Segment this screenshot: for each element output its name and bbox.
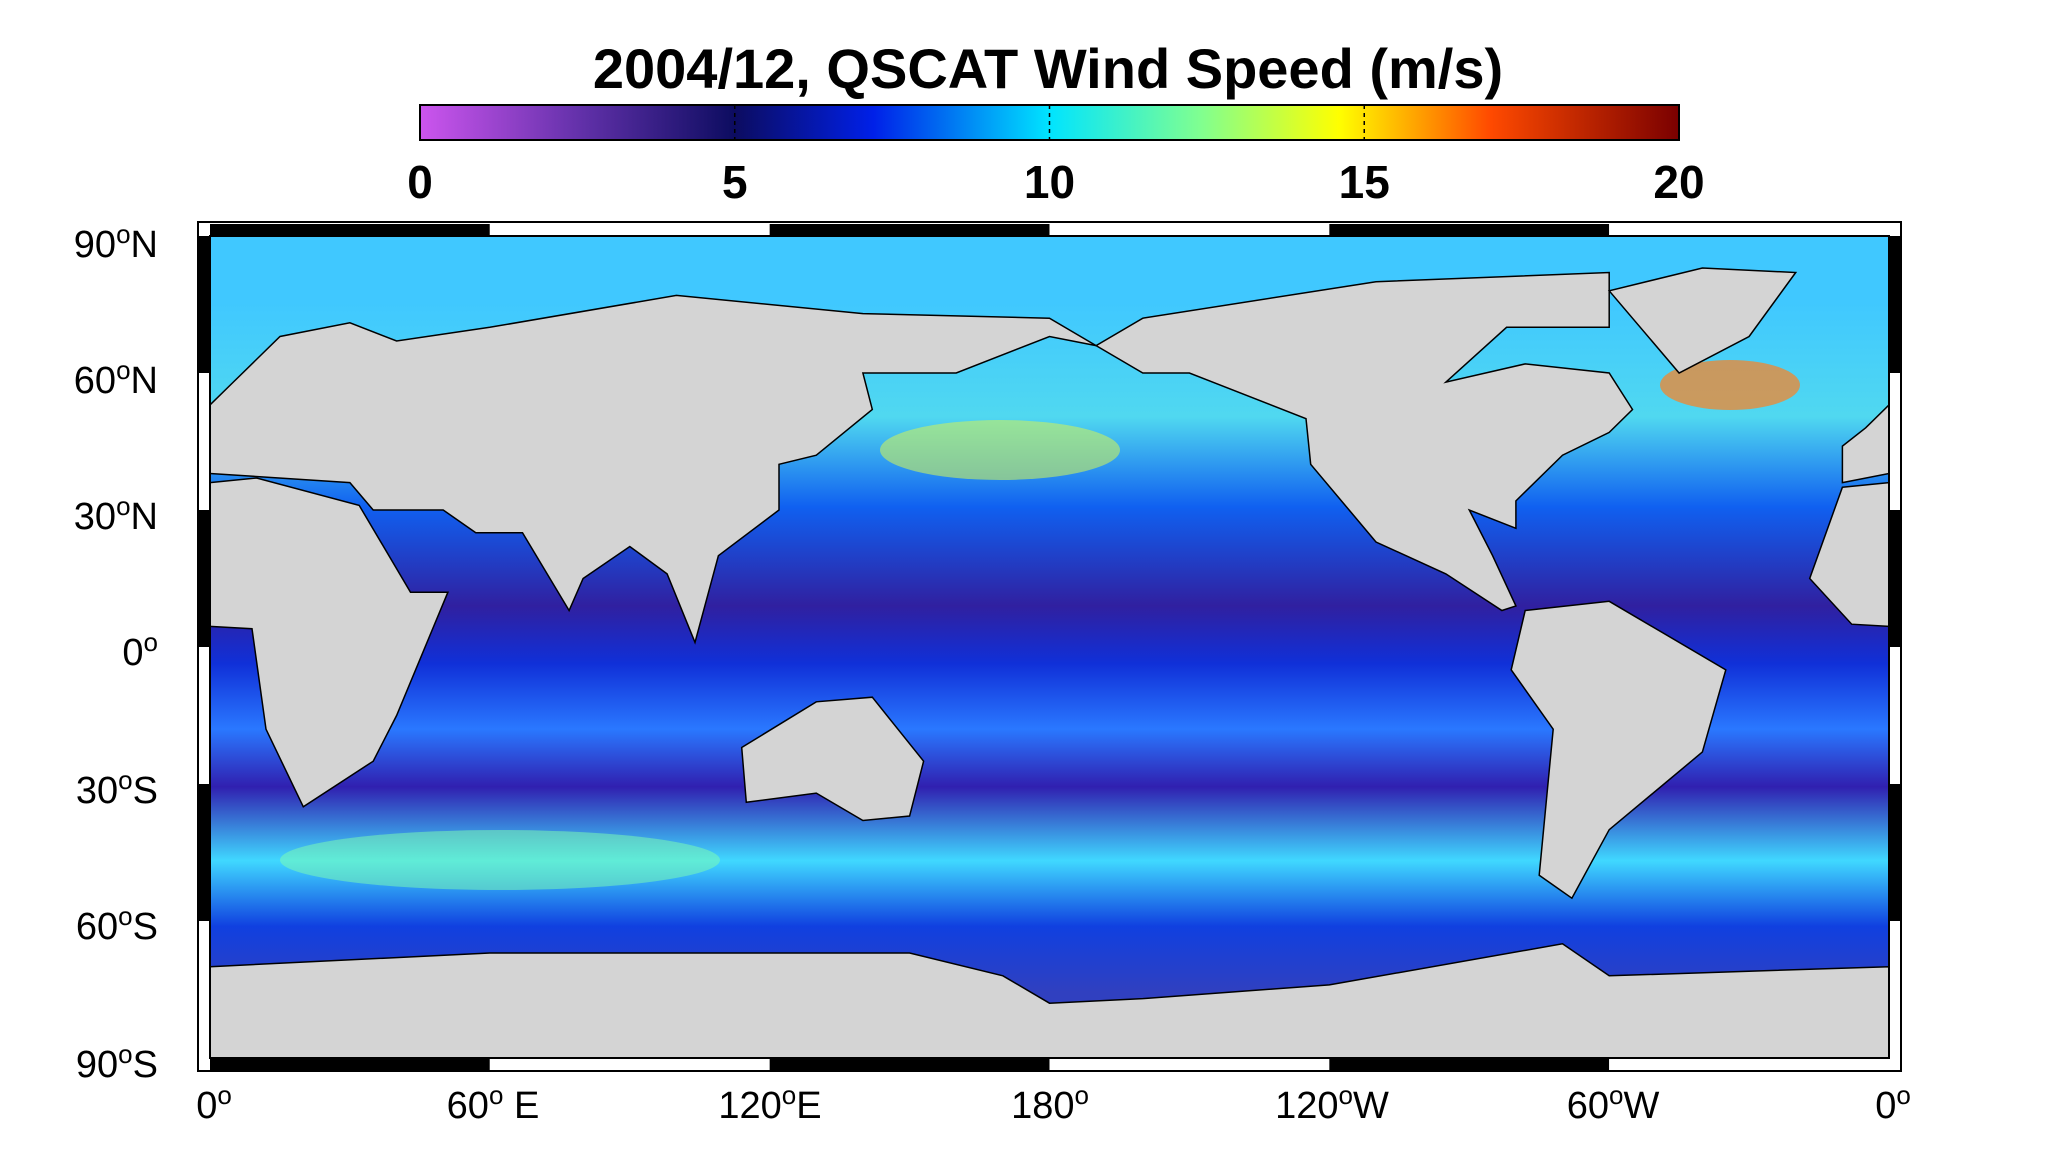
lat-label-number: 30 (76, 770, 118, 812)
lat-label-sup: o (118, 765, 132, 795)
land (1607, 267, 1798, 374)
frame-bar (769, 224, 1050, 235)
land (210, 294, 1097, 645)
lat-label-suffix: N (131, 360, 158, 402)
frame-bar (489, 1059, 770, 1070)
frame-bar (1049, 1059, 1330, 1070)
lat-label: 60oS (76, 901, 158, 948)
lat-label-number: 90 (76, 1044, 118, 1086)
high-wind-area (280, 830, 720, 890)
frame-bar (1329, 224, 1610, 235)
colorbar-tick-label: 10 (1024, 156, 1075, 208)
lat-label-suffix: S (133, 770, 158, 812)
colorbar-tick-label: 0 (407, 156, 433, 208)
land (740, 696, 925, 822)
colorbar-tick-label: 15 (1339, 156, 1390, 208)
lat-label-number: 60 (76, 906, 118, 948)
frame-bar (199, 236, 209, 373)
lat-label: 60oN (74, 355, 158, 402)
colorbar-tick-label: 20 (1653, 156, 1704, 208)
frame-bar (210, 224, 490, 235)
lat-label-sup: o (116, 355, 130, 385)
frame-bar (199, 510, 209, 647)
frame-bar (1890, 510, 1900, 647)
lat-label: 90oN (74, 219, 158, 266)
frame-bar (210, 1059, 490, 1070)
lat-label-number: 60 (74, 360, 116, 402)
frame-bar (199, 784, 209, 921)
lon-label-number: 60 (447, 1085, 489, 1127)
lat-label-number: 90 (74, 224, 116, 266)
land (210, 477, 450, 808)
frame-bar (199, 647, 209, 784)
lon-label: 180o (1011, 1080, 1089, 1127)
title: 2004/12, QSCAT Wind Speed (m/s) (593, 37, 1503, 100)
lon-label: 60oW (1567, 1080, 1660, 1127)
map-border (209, 235, 1890, 1059)
frame-bar (199, 921, 209, 1058)
lon-label-number: 0 (1875, 1085, 1896, 1127)
frame-bar (1890, 647, 1900, 784)
lon-label-suffix: W (1623, 1085, 1659, 1127)
lat-label-suffix: S (133, 906, 158, 948)
frame-bar (199, 373, 209, 510)
lon-label: 0o (196, 1080, 232, 1127)
lon-label-sup: o (1896, 1080, 1910, 1110)
frame-bar (1890, 784, 1900, 921)
lat-label-sup: o (118, 1039, 132, 1069)
lon-label-sup: o (1609, 1080, 1623, 1110)
lat-label-number: 30 (74, 496, 116, 538)
lat-label-suffix: S (133, 1044, 158, 1086)
lon-label: 60o E (447, 1080, 540, 1127)
lon-label-sup: o (217, 1080, 231, 1110)
lon-label-sup: o (1339, 1080, 1353, 1110)
land (210, 943, 1889, 1058)
frame-bar (1890, 373, 1900, 510)
lon-label-number: 180 (1011, 1085, 1074, 1127)
frame-bar (1890, 236, 1900, 373)
land (1808, 481, 1889, 628)
lat-label-sup: o (116, 491, 130, 521)
high-wind-area (1660, 360, 1800, 410)
lon-label: 0o (1875, 1080, 1911, 1127)
land (1510, 600, 1727, 900)
lon-label-sup: o (1074, 1080, 1088, 1110)
lon-label: 120oW (1275, 1080, 1389, 1127)
frame-bar (1890, 921, 1900, 1058)
lon-label-sup: o (782, 1080, 796, 1110)
lat-label-sup: o (144, 627, 158, 657)
frame-bar (1609, 1059, 1889, 1070)
lat-label: 30oN (74, 491, 158, 538)
land (1094, 271, 1634, 612)
frame-bar (1049, 224, 1330, 235)
lon-label-number: 0 (196, 1085, 217, 1127)
frame-bar (1609, 224, 1889, 235)
lon-label-suffix: W (1353, 1085, 1389, 1127)
frame-bar (769, 1059, 1050, 1070)
lon-label: 120oE (718, 1080, 821, 1127)
land (1888, 965, 1889, 1058)
lon-label-suffix: E (796, 1085, 821, 1127)
lat-label: 90oS (76, 1039, 158, 1086)
colorbar-tick-label: 5 (722, 156, 748, 208)
lat-label-suffix: N (131, 224, 158, 266)
lon-label-number: 60 (1567, 1085, 1609, 1127)
lat-label: 0o (122, 627, 158, 674)
frame-bar (489, 224, 770, 235)
land (1841, 403, 1889, 484)
lat-label-number: 0 (122, 632, 143, 674)
lat-label-suffix: N (131, 496, 158, 538)
lat-label-sup: o (118, 901, 132, 931)
lat-label-sup: o (116, 219, 130, 249)
frame-bar (1329, 1059, 1610, 1070)
high-wind-area (880, 420, 1120, 480)
lon-label-sup: o (489, 1080, 503, 1110)
lon-label-suffix: E (503, 1085, 539, 1127)
lon-label-number: 120 (1275, 1085, 1338, 1127)
lat-label: 30oS (76, 765, 158, 812)
lon-label-number: 120 (718, 1085, 781, 1127)
